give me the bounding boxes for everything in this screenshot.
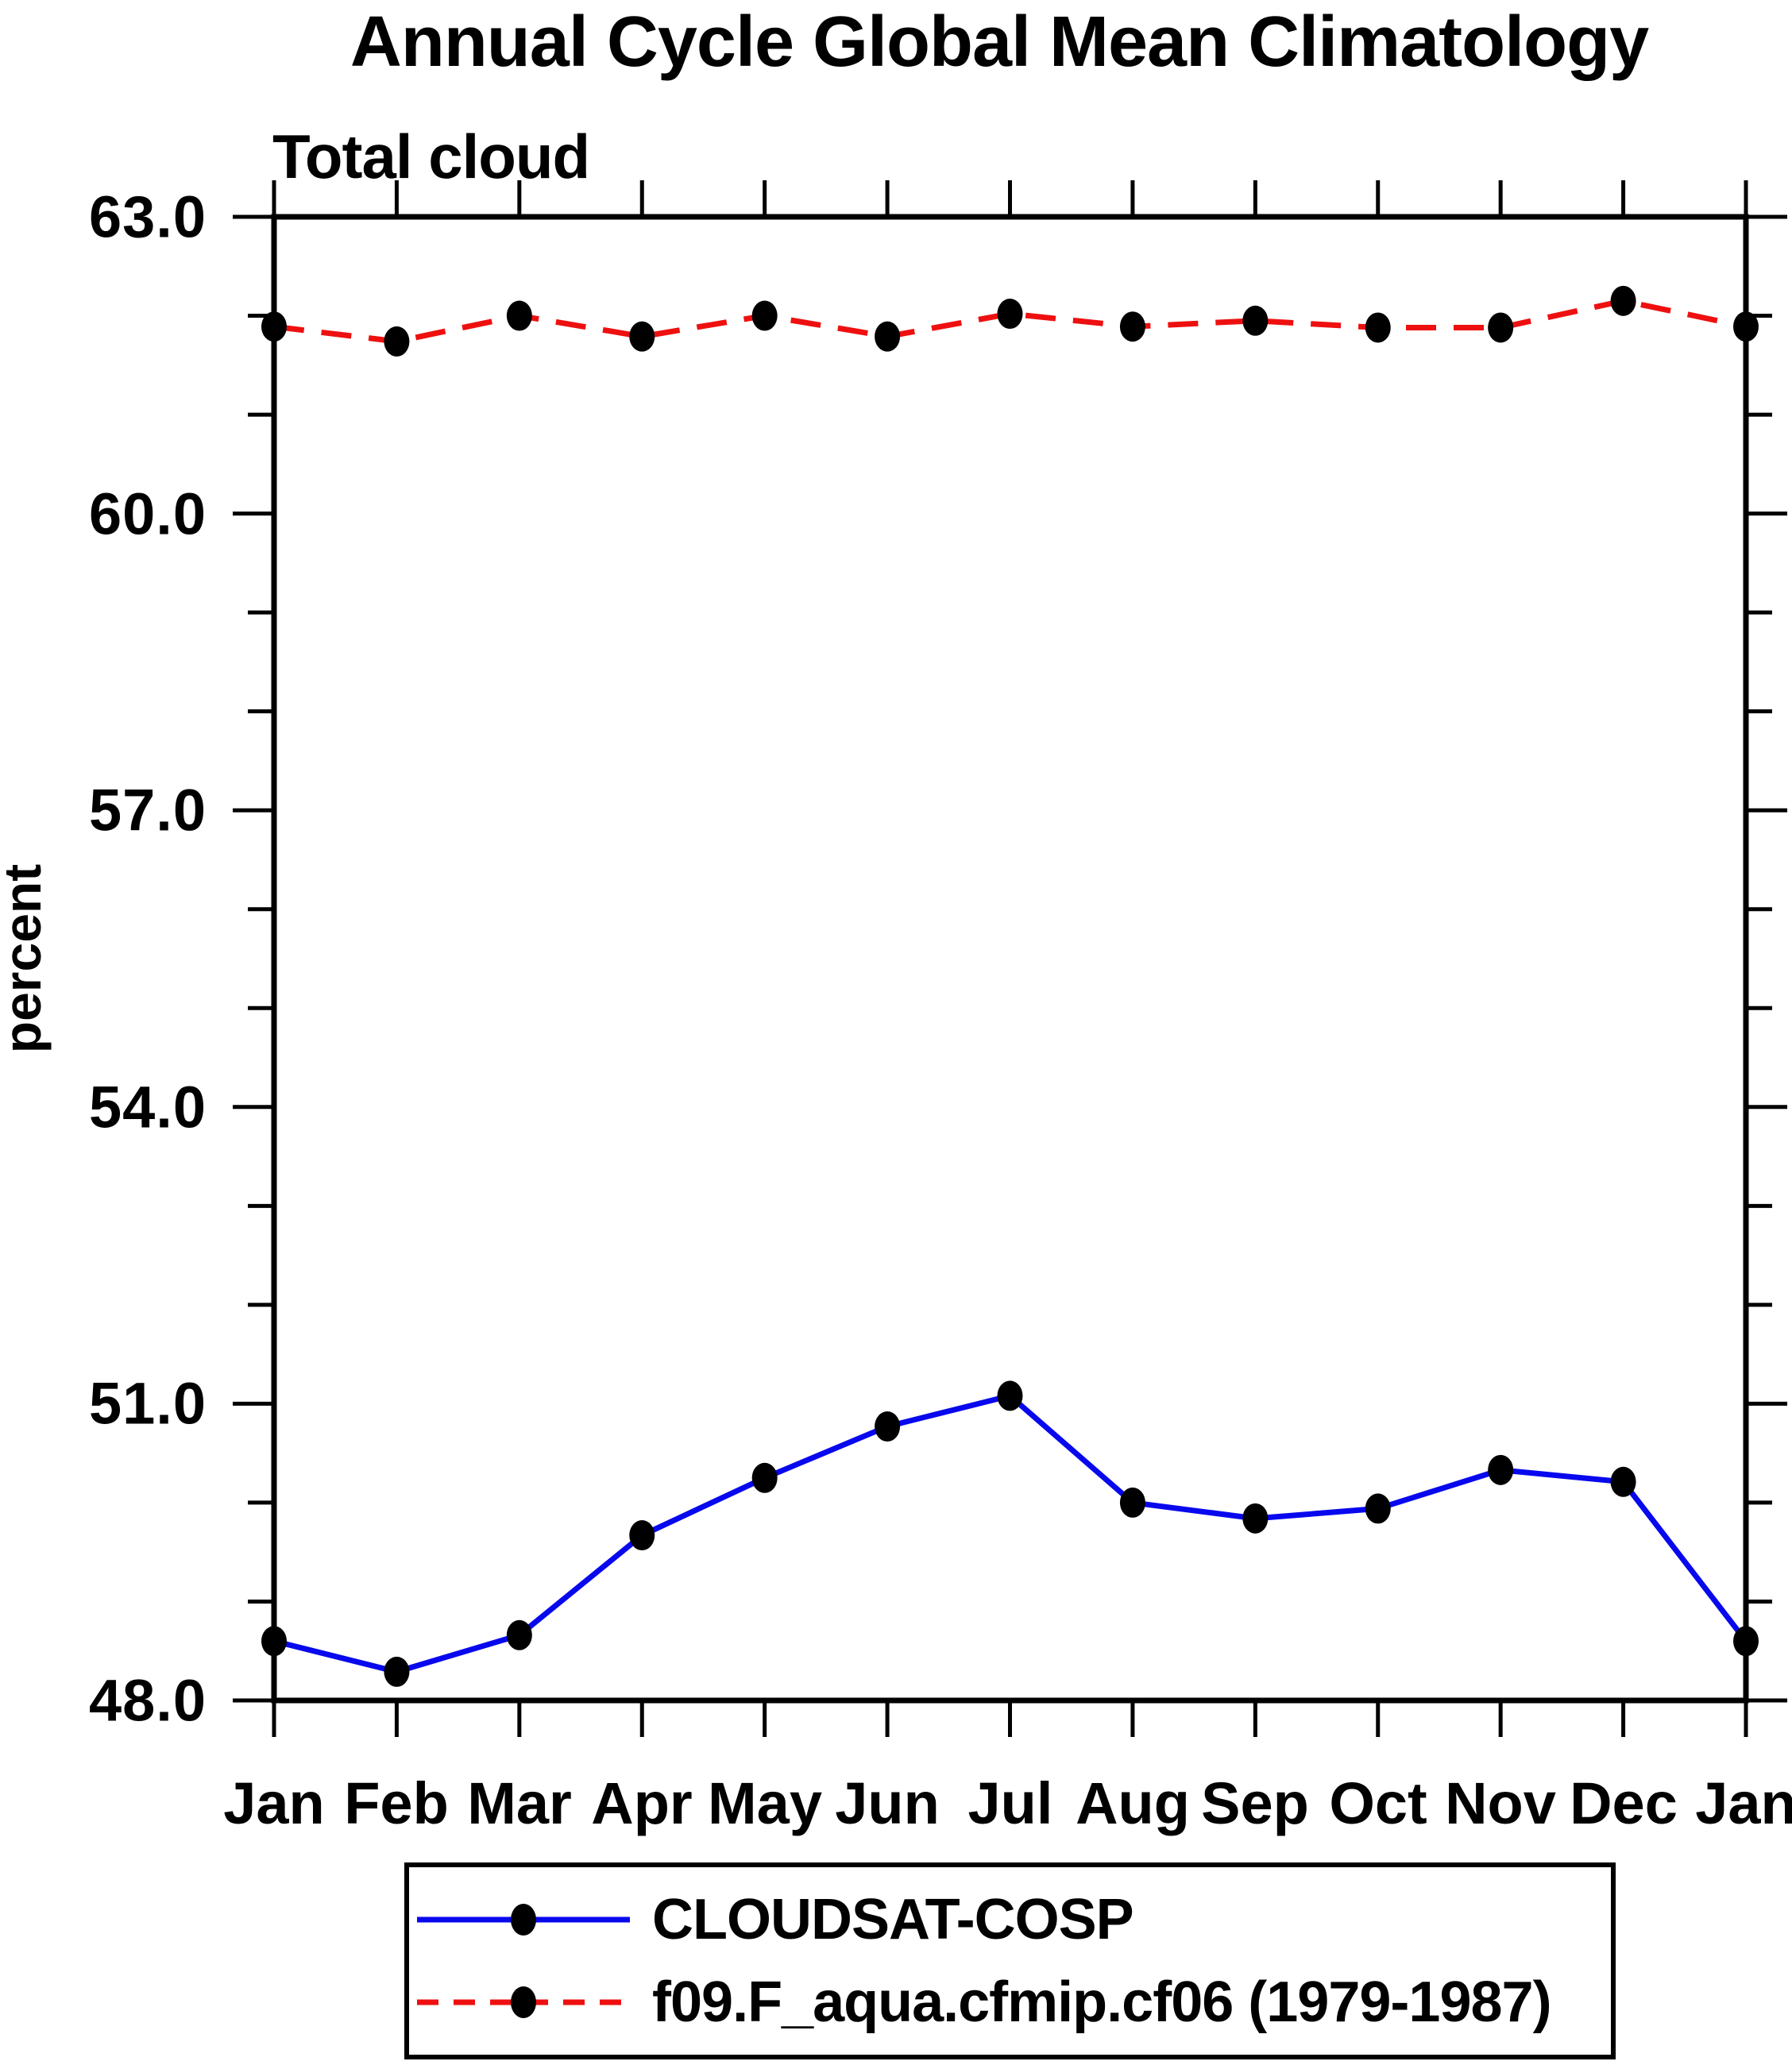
legend-row-model: f09.F_aqua.cfmip.cf06 (1979-1987)	[415, 1966, 1611, 2039]
x-tick-label: Mar	[467, 1770, 572, 1836]
x-tick-label: Aug	[1076, 1770, 1190, 1836]
chart-title: Annual Cycle Global Mean Climatology	[350, 2, 1649, 82]
x-tick-label: Jul	[967, 1770, 1053, 1836]
legend-row-cloudsat: CLOUDSAT-COSP	[415, 1883, 1611, 1956]
x-tick-label: Sep	[1201, 1770, 1309, 1836]
y-tick-label: 63.0	[88, 183, 207, 250]
chart-subtitle: Total cloud	[272, 122, 590, 191]
legend-label-cloudsat: CLOUDSAT-COSP	[652, 1888, 1134, 1951]
x-tick-label: Oct	[1329, 1770, 1427, 1836]
legend-label-model: f09.F_aqua.cfmip.cf06 (1979-1987)	[652, 1970, 1552, 2034]
y-tick-label: 60.0	[88, 481, 207, 547]
x-tick-label: May	[708, 1770, 822, 1836]
y-tick-label: 51.0	[88, 1370, 207, 1437]
x-tick-label: Jun	[835, 1770, 940, 1836]
x-tick-label: Jan	[223, 1770, 325, 1836]
x-tick-label: Feb	[344, 1770, 449, 1836]
y-axis-label: percent	[0, 863, 52, 1054]
y-tick-label: 57.0	[88, 777, 207, 843]
x-tick-label: Nov	[1445, 1770, 1556, 1836]
legend-swatch-solid-line	[417, 1904, 630, 1936]
legend-swatch-dashed-line	[417, 1986, 630, 2018]
x-tick-label: Jan	[1695, 1770, 1792, 1836]
y-tick-label: 54.0	[88, 1074, 207, 1141]
x-tick-label: Apr	[591, 1770, 693, 1836]
x-tick-label: Dec	[1570, 1770, 1678, 1836]
y-tick-label: 48.0	[88, 1667, 207, 1734]
legend: CLOUDSAT-COSP f09.F_aqua.cfmip.cf06 (197…	[404, 1862, 1616, 2059]
